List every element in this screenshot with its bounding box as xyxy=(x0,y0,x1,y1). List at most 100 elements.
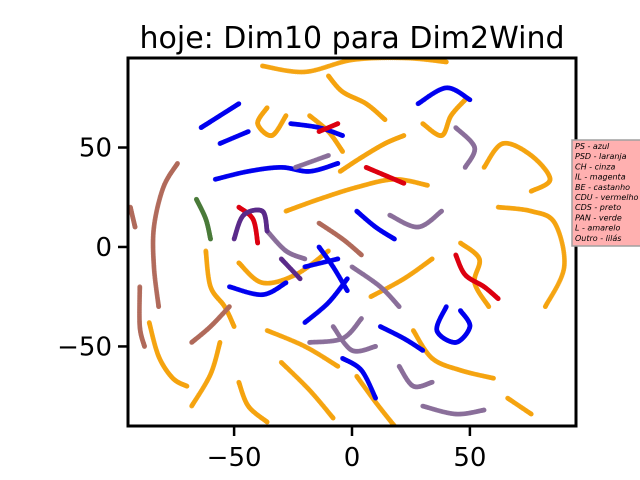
data-point xyxy=(429,256,435,262)
legend-entry: CDU - vermelho xyxy=(575,193,639,202)
series-2-curve-5 xyxy=(387,208,444,230)
data-point xyxy=(429,379,435,385)
series-1-curve-4 xyxy=(226,280,289,298)
data-point xyxy=(396,304,402,310)
series-4-curve-0 xyxy=(453,252,501,302)
series-0-curve-4 xyxy=(458,240,492,310)
data-point xyxy=(425,182,430,188)
series-0-curve-10 xyxy=(236,379,270,425)
data-point xyxy=(382,117,388,123)
legend-entry: PAN - verde xyxy=(575,213,622,222)
series-1-curve-11 xyxy=(415,85,473,107)
series-4-curve-2 xyxy=(236,204,261,246)
data-point xyxy=(542,304,548,310)
series-1-curve-7 xyxy=(316,244,350,294)
data-point xyxy=(335,121,341,127)
axis-ticks: −50 0 50 −50 0 50 xyxy=(57,134,486,473)
series-5-curve-0 xyxy=(231,207,270,242)
data-point xyxy=(208,236,213,242)
legend-entry: BE - castanho xyxy=(575,183,630,192)
series-0-curve-17 xyxy=(420,97,468,139)
series-0-curve-2 xyxy=(283,176,430,214)
data-point xyxy=(264,419,270,425)
series-0-curve-16 xyxy=(326,73,388,123)
data-point xyxy=(462,165,468,170)
x-tick-label: −50 xyxy=(207,443,262,473)
data-point xyxy=(236,101,242,107)
plot-frame xyxy=(126,56,578,428)
y-tick-label: −50 xyxy=(57,332,112,362)
data-point xyxy=(264,228,270,234)
series-3-curve-2 xyxy=(128,204,138,230)
data-point xyxy=(344,288,350,294)
series-0-curve-7 xyxy=(264,328,341,369)
data-point xyxy=(486,304,492,310)
series-1-curve-12 xyxy=(302,256,341,270)
data-point xyxy=(297,276,303,282)
data-point xyxy=(283,113,289,119)
series-2-curve-4 xyxy=(420,403,487,417)
series-1-curve-10 xyxy=(340,355,378,401)
series-6-curve-0 xyxy=(193,196,213,242)
series-3-curve-4 xyxy=(316,220,364,258)
data-point xyxy=(443,59,449,65)
legend-box xyxy=(571,139,640,247)
series-3-curve-0 xyxy=(150,161,180,310)
series-2-curve-7 xyxy=(264,228,308,262)
series-0-curve-8 xyxy=(354,373,397,426)
data-point xyxy=(495,296,501,302)
x-tick-label: 0 xyxy=(344,443,361,473)
data-point xyxy=(392,236,397,242)
series-0-curve-13 xyxy=(481,140,553,194)
legend-entry: PS - azul xyxy=(575,142,610,151)
data-point xyxy=(335,161,341,166)
legend-entry: L - amarelo xyxy=(575,224,620,233)
chart-title: hoje: Dim10 para Dim2Wind xyxy=(140,21,565,56)
data-point xyxy=(401,133,407,138)
data-point xyxy=(359,252,364,258)
data-point xyxy=(184,383,190,389)
legend-entry: IL - magenta xyxy=(575,173,626,182)
series-0-curve-20 xyxy=(505,395,534,417)
series-2-curve-3 xyxy=(349,264,402,310)
series-4-curve-3 xyxy=(316,121,341,135)
series-0-curve-11 xyxy=(368,256,435,300)
data-point xyxy=(283,280,289,286)
data-point xyxy=(373,395,378,401)
x-tick-label: 50 xyxy=(453,443,486,473)
data-point xyxy=(236,260,242,266)
data-point xyxy=(491,375,496,381)
series-2-curve-6 xyxy=(307,316,364,345)
data-point xyxy=(344,276,350,282)
series-1-curve-6 xyxy=(354,208,397,242)
series-1-curve-9 xyxy=(377,324,426,353)
series-0-curve-15 xyxy=(278,359,336,421)
series-1-curve-5 xyxy=(302,276,350,325)
legend-entry: CDS - preto xyxy=(575,203,621,212)
series-0-curve-3 xyxy=(337,133,407,174)
scatter-points xyxy=(128,58,567,426)
series-1-curve-0 xyxy=(198,101,242,131)
data-point xyxy=(326,153,331,158)
data-point xyxy=(528,188,534,194)
data-point xyxy=(330,415,336,421)
series-1-curve-3 xyxy=(212,161,341,182)
data-point xyxy=(142,344,147,349)
series-2-curve-8 xyxy=(453,125,478,170)
data-point xyxy=(439,208,444,214)
legend-entry: PSD - laranja xyxy=(575,152,627,161)
series-0-curve-6 xyxy=(146,320,190,389)
data-point xyxy=(132,224,138,230)
legend-entry: Outro - lilás xyxy=(575,234,621,243)
series-0-curve-18 xyxy=(189,340,223,409)
series-0-curve-5 xyxy=(203,248,237,329)
data-point xyxy=(245,129,251,135)
series-0-curve-12 xyxy=(236,248,331,286)
data-point xyxy=(217,340,223,345)
data-point xyxy=(335,363,341,369)
series-2-curve-2 xyxy=(293,153,331,170)
data-point xyxy=(420,348,426,353)
